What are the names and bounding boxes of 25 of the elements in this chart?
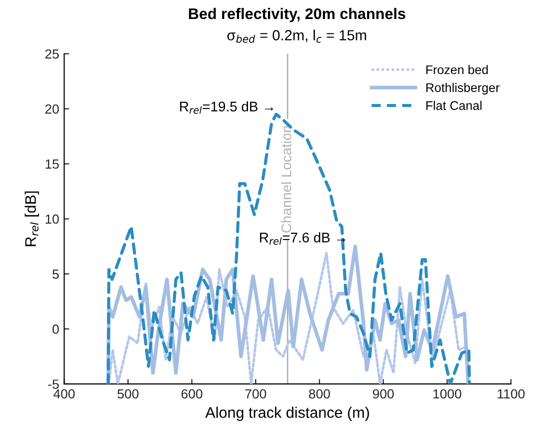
legend-label: Flat Canal	[426, 100, 482, 110]
x-axis-title: Along track distance (m)	[205, 406, 369, 421]
y-tick-label: 20	[45, 104, 59, 114]
x-tick-label: 400	[53, 389, 75, 399]
annotation: R$_{rel}$=19.5 dB →	[180, 101, 274, 114]
x-tick-label: 800	[309, 389, 330, 399]
x-tick-label: 900	[372, 389, 394, 399]
chart-subtitle: σ$_{bed}$ = 0.2m, l$_{c}$ = 15m	[227, 30, 366, 43]
y-tick-label: -5	[48, 380, 59, 389]
x-tick-label: 500	[118, 389, 139, 399]
ref-line-label: Channel Location	[281, 126, 292, 233]
y-tick-label: 10	[46, 214, 59, 224]
x-tick-label: 700	[245, 389, 266, 399]
y-tick-label: 25	[45, 49, 59, 59]
y-axis-title: R$_{rel}$ [dB]	[24, 191, 39, 246]
chart-title: Bed reflectivity, 20m channels	[188, 8, 406, 22]
legend-label: Rothlisberger	[426, 82, 500, 95]
x-tick-label: 1100	[498, 389, 525, 399]
y-tick-label: 15	[46, 160, 59, 169]
y-tick-label: 5	[52, 270, 59, 279]
x-tick-label: 1000	[433, 389, 462, 399]
x-tick-label: 600	[182, 389, 202, 399]
line-series	[106, 112, 471, 384]
y-tick-label: 0	[52, 324, 59, 334]
legend-label: Frozen bed	[426, 65, 488, 74]
